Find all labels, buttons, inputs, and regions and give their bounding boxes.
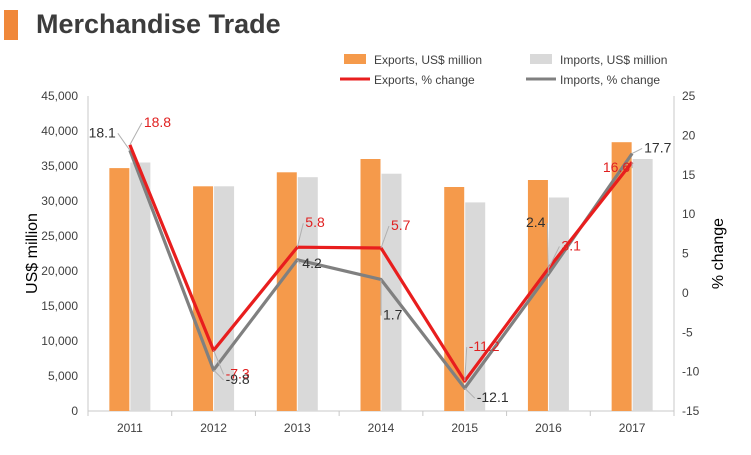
- axes-layer: 0 5,000 10,000 15,000 20,000 25,000 30,000 35,0…: [24, 89, 727, 435]
- imports-change-label: 1.7: [383, 306, 403, 322]
- title-accent-bar: [4, 10, 18, 40]
- y2-axis-title: % change: [710, 218, 727, 289]
- y2-tick-label: 20: [682, 128, 696, 142]
- imports-change-label: 17.7: [644, 139, 671, 155]
- imports-bar: [297, 177, 318, 411]
- x-tick-label: 2011: [117, 421, 143, 435]
- y-tick-label: 0: [71, 404, 78, 418]
- y2-tick-label: 10: [682, 207, 696, 221]
- exports-change-label: 16.6: [603, 159, 630, 175]
- y2-tick-label: 15: [682, 168, 696, 182]
- legend-label: Exports, US$ million: [374, 53, 482, 67]
- exports-bar: [109, 168, 130, 411]
- y-tick-label: 10,000: [41, 334, 78, 348]
- y-tick-label: 25,000: [41, 229, 78, 243]
- y-tick-label: 30,000: [41, 194, 78, 208]
- imports-bar: [214, 186, 235, 411]
- imports-change-label-leader: [546, 222, 549, 274]
- exports-change-label: -11.2: [469, 338, 500, 354]
- y2-tick-label: 5: [682, 247, 689, 261]
- exports-bar: [193, 186, 214, 411]
- imports-change-label: -12.1: [477, 389, 509, 405]
- legend-swatch: [530, 54, 552, 64]
- exports-bar: [611, 142, 632, 411]
- imports-change-label-leader: [296, 259, 301, 265]
- x-tick-label: 2014: [368, 421, 395, 435]
- legend-label: Imports, % change: [560, 73, 660, 87]
- exports-change-label: 3.1: [561, 237, 581, 253]
- imports-change-label-leader: [631, 148, 643, 154]
- exports-bar: [360, 159, 381, 411]
- y2-tick-label: 0: [682, 286, 689, 300]
- imports-change-label: 18.1: [89, 124, 116, 140]
- y-axis-title: US$ million: [24, 213, 41, 294]
- exports-change-label: 5.7: [391, 217, 411, 233]
- legend-swatch: [344, 54, 366, 64]
- exports-bar: [276, 172, 297, 411]
- y-tick-label: 35,000: [41, 159, 78, 173]
- y-tick-label: 5,000: [48, 369, 78, 383]
- x-tick-label: 2016: [535, 421, 562, 435]
- legend: Exports, US$ million Imports, US$ million…: [340, 53, 667, 87]
- imports-bar: [465, 202, 486, 411]
- y2-tick-label: -10: [682, 365, 700, 379]
- imports-bar: [632, 159, 653, 411]
- y2-tick-label: 25: [682, 89, 696, 103]
- y-tick-label: 15,000: [41, 299, 78, 313]
- y-tick-label: 40,000: [41, 124, 78, 138]
- exports-change-label: 18.8: [144, 114, 171, 130]
- x-tick-label: 2017: [619, 421, 646, 435]
- exports-change-label: 5.8: [305, 214, 325, 230]
- y2-tick-label: -5: [682, 325, 693, 339]
- legend-label: Imports, US$ million: [560, 53, 667, 67]
- imports-change-label: 4.2: [302, 255, 322, 271]
- data-labels-layer: 18.8 -7.3 5.8 5.7 -11.2 3.1 16.6 18.1 -9.8 4.2 1.7…: [89, 114, 672, 405]
- x-tick-label: 2013: [284, 421, 311, 435]
- exports-change-label-leader: [129, 122, 143, 146]
- y-tick-label: 20,000: [41, 264, 78, 278]
- x-tick-label: 2012: [200, 421, 227, 435]
- imports-bar: [130, 162, 151, 411]
- exports-change-label-leader: [547, 246, 560, 269]
- imports-change-label-leader: [464, 387, 476, 399]
- exports-bar: [527, 180, 548, 411]
- page-title: Merchandise Trade: [36, 9, 281, 39]
- exports-change-label-leader: [213, 350, 225, 375]
- imports-change-label: -9.8: [226, 371, 250, 387]
- exports-change-label: -7.3: [226, 365, 250, 381]
- imports-change-label-leader: [213, 369, 224, 381]
- imports-bar: [548, 197, 569, 411]
- exports-change-label-leader: [296, 223, 304, 248]
- x-tick-label: 2015: [451, 421, 478, 435]
- exports-change-label-leader: [464, 347, 468, 382]
- bars-layer: [109, 142, 653, 411]
- y-tick-label: 45,000: [41, 89, 78, 103]
- imports-change-label: 2.4: [526, 214, 546, 230]
- exports-change-label-leader: [380, 225, 390, 249]
- imports-change-label-leader: [117, 133, 131, 151]
- y2-tick-label: -15: [682, 404, 700, 418]
- legend-label: Exports, % change: [374, 73, 475, 87]
